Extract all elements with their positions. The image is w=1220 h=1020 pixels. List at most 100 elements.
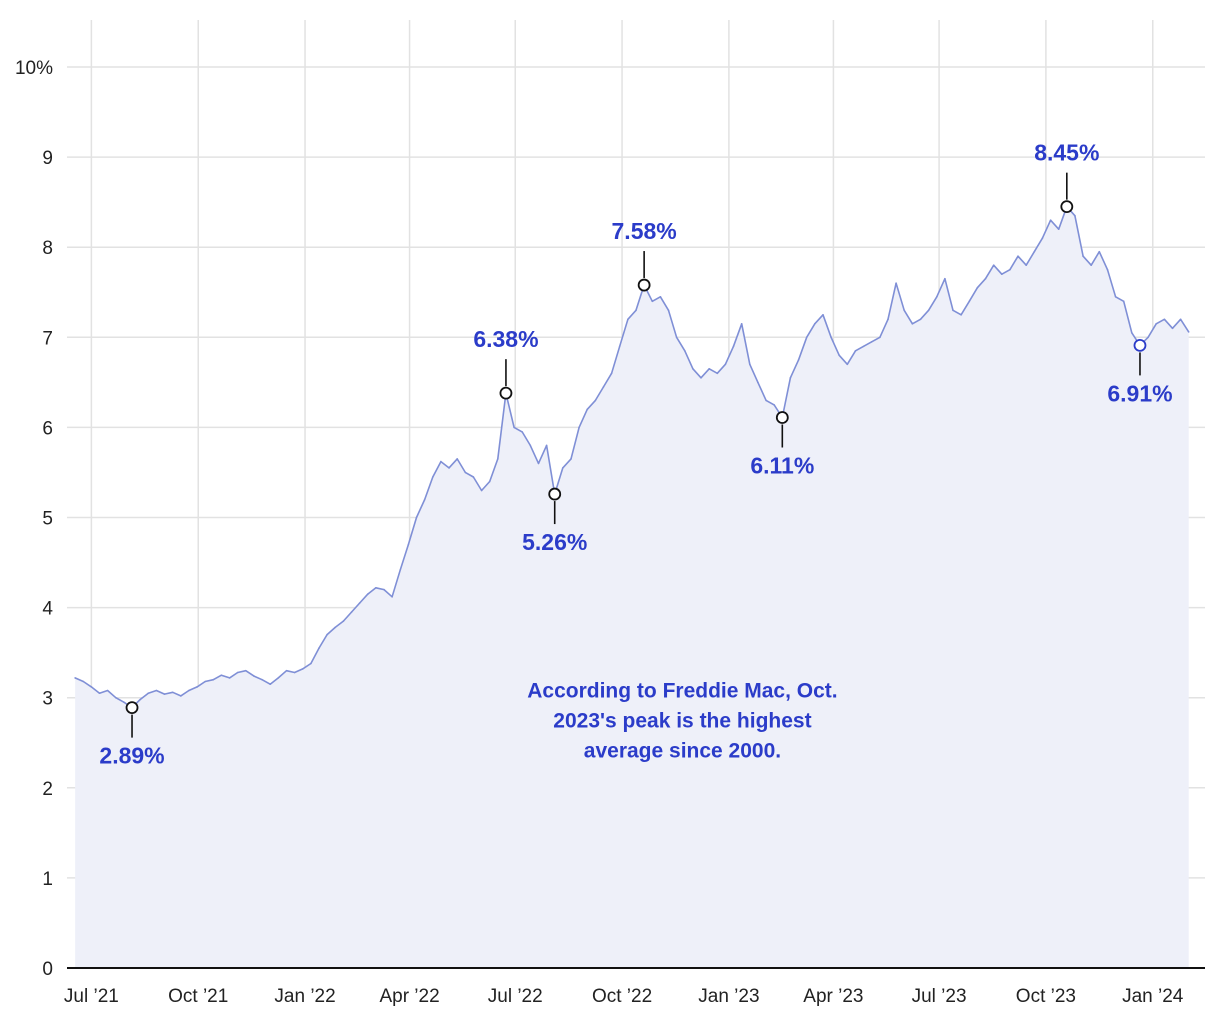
series-point — [74, 677, 76, 679]
annotation-layer: According to Freddie Mac, Oct. 2023's pea… — [527, 680, 837, 763]
annotation-line: average since 2000. — [584, 740, 781, 763]
series-point — [675, 336, 678, 339]
callout-marker — [1133, 339, 1147, 352]
series-point — [98, 692, 101, 694]
series-point — [399, 569, 402, 571]
series-point — [448, 467, 450, 469]
series-point — [1049, 219, 1052, 221]
series-point — [968, 300, 971, 303]
callout-label: 2.89% — [99, 743, 164, 769]
series-point — [236, 671, 239, 674]
series-point — [358, 602, 361, 604]
series-point — [618, 345, 621, 348]
series-point — [700, 377, 702, 379]
series-point — [423, 498, 426, 501]
series-point — [375, 587, 377, 589]
series-point — [253, 675, 255, 677]
x-tick-label: Jul ’22 — [488, 986, 543, 1007]
series-point — [822, 314, 824, 316]
series-point — [285, 669, 288, 672]
x-tick-label: Apr ’23 — [803, 986, 863, 1007]
series-point — [602, 386, 605, 388]
series-point — [488, 480, 491, 483]
series-point — [1057, 228, 1060, 230]
callout-marker — [125, 701, 139, 715]
series-point — [497, 458, 499, 460]
x-tick-label: Jan ’24 — [1122, 986, 1184, 1007]
annotation-line: According to Freddie Mac, Oct. — [527, 680, 837, 703]
series-point — [1171, 327, 1174, 330]
series-point — [887, 318, 889, 321]
series-point — [992, 264, 995, 267]
x-tick-label: Jan ’22 — [274, 986, 335, 1007]
series-point — [212, 678, 215, 681]
series-point — [82, 680, 85, 683]
y-tick-label: 8 — [42, 238, 53, 259]
series-point — [139, 698, 141, 701]
series-point — [245, 669, 247, 672]
axis-layer: 0 1 2 3 4 5 6 7 8 9 10% Jul ’21 Oct ’21 Jan ’22 Apr ’2… — [15, 58, 1205, 1007]
series-point — [846, 363, 849, 366]
series-point — [1041, 237, 1044, 239]
series-point — [220, 674, 223, 676]
series-point — [594, 399, 597, 402]
series-point — [391, 596, 393, 598]
series-point — [976, 286, 979, 289]
series-point — [838, 354, 840, 357]
x-tick-label: Oct ’22 — [592, 986, 652, 1007]
series-point — [740, 323, 743, 325]
series-point — [659, 296, 662, 298]
callout-marker — [775, 411, 789, 424]
series-point — [1082, 255, 1084, 257]
series-point — [936, 296, 938, 298]
series-point — [1009, 268, 1011, 271]
series-point — [196, 686, 198, 688]
series-point — [106, 689, 109, 692]
series-point — [627, 318, 629, 321]
callout-label: 8.45% — [1034, 140, 1099, 166]
area-layer — [74, 205, 1190, 968]
series-point — [667, 309, 670, 312]
y-tick-label: 7 — [42, 328, 53, 349]
series-point — [716, 372, 719, 375]
y-tick-label: 2 — [42, 779, 53, 800]
series-point — [293, 671, 296, 674]
callout-marker — [499, 386, 513, 400]
series-point — [456, 458, 459, 460]
callout-marker — [637, 278, 651, 292]
series-point — [805, 336, 808, 339]
series-point — [952, 309, 954, 312]
series-point — [903, 309, 905, 312]
y-tick-label: 6 — [42, 418, 53, 439]
series-point — [927, 309, 930, 312]
series-point — [1163, 318, 1166, 321]
series-point — [415, 516, 418, 519]
series-point — [171, 691, 174, 694]
series-point — [480, 489, 483, 492]
series-area — [75, 206, 1189, 968]
series-point — [765, 399, 767, 402]
series-line — [74, 205, 1190, 709]
series-point — [545, 444, 548, 447]
series-point — [407, 543, 410, 546]
callout-marker — [1060, 200, 1074, 214]
series-point — [163, 693, 166, 695]
series-point — [570, 458, 572, 460]
series-point — [326, 633, 328, 636]
series-point — [757, 381, 759, 384]
series-point — [773, 404, 775, 406]
series-point — [318, 647, 320, 649]
callout-marker — [548, 487, 562, 501]
series-point — [367, 593, 369, 595]
series-point — [1025, 264, 1027, 267]
callout-label: 6.38% — [473, 326, 538, 352]
series-point — [879, 336, 881, 339]
series-point — [984, 277, 987, 280]
series-point — [334, 626, 337, 629]
series-point — [586, 408, 588, 411]
y-tick-label: 10% — [15, 58, 53, 79]
series-point — [464, 471, 467, 474]
series-point — [261, 678, 263, 681]
